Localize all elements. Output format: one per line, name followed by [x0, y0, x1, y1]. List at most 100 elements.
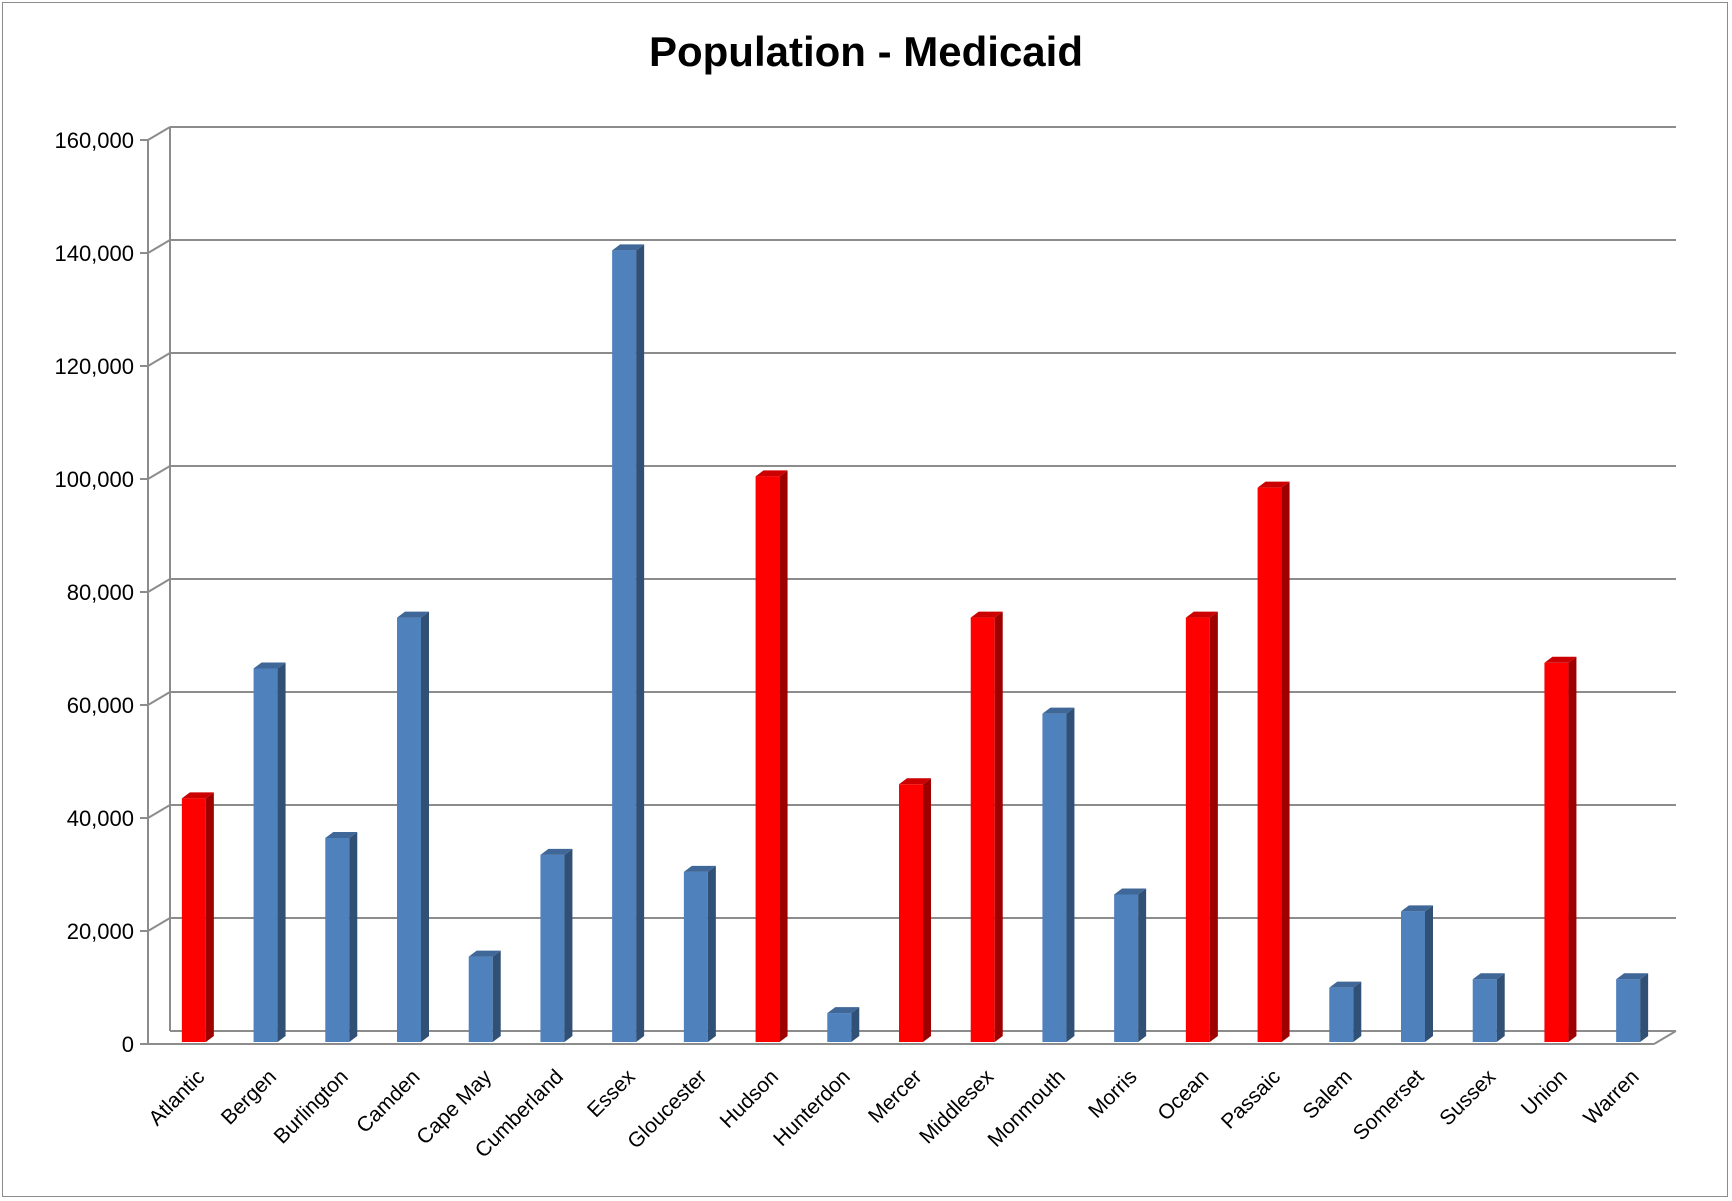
- bar-side: [779, 470, 788, 1043]
- y-tick-label: 140,000: [54, 241, 134, 266]
- bar-top: [253, 662, 286, 669]
- gridline-diagonal: [147, 578, 171, 593]
- bar: [1257, 487, 1282, 1042]
- bar-side: [277, 662, 286, 1042]
- chart-title: Population - Medicaid: [648, 28, 1083, 75]
- bar-side: [1138, 888, 1147, 1042]
- bar: [899, 784, 923, 1042]
- x-tick-label: Hunterdon: [769, 1065, 855, 1151]
- bar-side: [1353, 981, 1362, 1042]
- bar-side: [1568, 656, 1577, 1042]
- gridline-diagonal: [147, 804, 171, 819]
- bar: [612, 250, 637, 1043]
- gridline-diagonal: [147, 239, 171, 254]
- bar: [1401, 911, 1425, 1042]
- bar-top: [1042, 707, 1075, 714]
- bar: [755, 476, 780, 1043]
- y-tick-label: 80,000: [67, 580, 134, 605]
- y-tick-label: 20,000: [67, 919, 134, 944]
- y-tick-label: 120,000: [54, 354, 134, 379]
- bar-side: [994, 611, 1003, 1042]
- bar-side: [421, 611, 429, 1042]
- bar: [397, 617, 421, 1042]
- bar-top: [1616, 973, 1649, 980]
- bar-top: [970, 611, 1003, 618]
- x-tick-label: Bergen: [217, 1065, 281, 1129]
- gridline-diagonal: [147, 917, 171, 932]
- bar: [683, 871, 708, 1042]
- bar-top: [540, 848, 573, 855]
- bar-side: [1640, 973, 1649, 1042]
- x-tick-label: Atlantic: [144, 1065, 209, 1130]
- bar-top: [181, 792, 214, 799]
- x-tick-label: Hudson: [716, 1065, 783, 1132]
- x-tick-label: Sussex: [1435, 1065, 1500, 1130]
- bar-top: [755, 470, 788, 477]
- bar: [827, 1013, 852, 1042]
- y-tick-label: 40,000: [67, 806, 134, 831]
- bar-top: [899, 778, 931, 785]
- y-tick-label: 100,000: [54, 467, 134, 492]
- bar: [181, 798, 206, 1042]
- bar: [1114, 894, 1139, 1042]
- bar-top: [1472, 973, 1505, 980]
- bar-top: [612, 244, 645, 251]
- gridline-diagonal: [147, 465, 171, 480]
- bar-side: [492, 950, 501, 1042]
- y-tick-label: 160,000: [54, 128, 134, 153]
- bar: [1616, 979, 1641, 1042]
- bar: [468, 956, 493, 1042]
- bar-top: [683, 865, 716, 872]
- bar-side: [636, 244, 645, 1043]
- bar-top: [1185, 611, 1218, 618]
- x-tick-label: Morris: [1084, 1065, 1142, 1123]
- x-tick-label: Union: [1517, 1065, 1572, 1120]
- bar: [1042, 713, 1067, 1042]
- bar-side: [1281, 481, 1290, 1042]
- bar-side: [349, 831, 358, 1042]
- bar-top: [325, 831, 358, 838]
- y-tick-label: 0: [122, 1032, 134, 1057]
- bar: [970, 617, 995, 1042]
- bar: [1185, 617, 1210, 1042]
- bar: [325, 837, 350, 1042]
- bar: [253, 668, 278, 1042]
- x-tick-label: Burlington: [270, 1065, 353, 1148]
- bar-side: [707, 865, 716, 1042]
- bar-side: [1209, 611, 1218, 1042]
- bar-top: [1114, 888, 1147, 895]
- x-tick-label: Warren: [1579, 1065, 1643, 1129]
- bar-top: [1401, 905, 1433, 912]
- bar-top: [827, 1007, 860, 1014]
- bar: [540, 854, 565, 1042]
- bar-top: [1257, 481, 1290, 488]
- x-tick-label: Ocean: [1153, 1065, 1213, 1125]
- bar: [1329, 987, 1354, 1042]
- y-tick-label: 60,000: [67, 693, 134, 718]
- bar-top: [1544, 656, 1577, 663]
- x-tick-label: Mercer: [864, 1065, 926, 1127]
- bar-side: [1066, 707, 1075, 1042]
- bar-side: [564, 848, 573, 1042]
- floor-right-edge: [1653, 1030, 1677, 1045]
- x-tick-label: Camden: [352, 1065, 424, 1137]
- x-tick-label: Monmouth: [984, 1065, 1070, 1151]
- bar-side: [1425, 905, 1433, 1042]
- gridline-diagonal: [147, 691, 171, 706]
- x-tick-label: Salem: [1298, 1065, 1356, 1123]
- bar-top: [397, 611, 429, 618]
- bar-side: [923, 778, 931, 1042]
- x-tick-label: Passaic: [1217, 1065, 1285, 1133]
- bar-side: [851, 1007, 860, 1042]
- bar-side: [1496, 973, 1505, 1042]
- gridline-diagonal: [147, 126, 171, 141]
- bar-top: [468, 950, 501, 957]
- bar: [1472, 979, 1497, 1042]
- gridline-diagonal: [147, 352, 171, 367]
- x-tick-label: Somerset: [1349, 1065, 1429, 1145]
- bar-side: [205, 792, 214, 1042]
- x-tick-label: Essex: [583, 1065, 640, 1122]
- bar: [1544, 662, 1569, 1042]
